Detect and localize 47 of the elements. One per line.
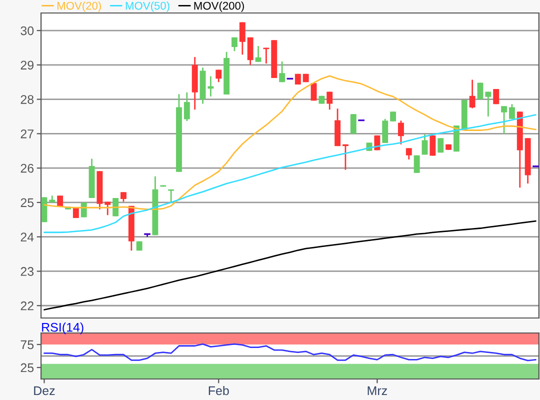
candlestick bbox=[501, 105, 508, 134]
candlestick bbox=[232, 36, 238, 52]
candlestick bbox=[398, 120, 404, 146]
candlestick bbox=[508, 103, 515, 120]
candlestick bbox=[255, 45, 262, 63]
candlestick bbox=[239, 22, 246, 56]
candlestick bbox=[438, 137, 444, 154]
candlestick bbox=[422, 134, 428, 156]
candlestick bbox=[350, 113, 356, 134]
x-tick-label: Feb bbox=[208, 386, 229, 396]
candlestick bbox=[485, 91, 492, 118]
chart-title: RSI(14) bbox=[42, 322, 84, 334]
y-tick-label: 27 bbox=[20, 129, 34, 138]
candlestick bbox=[326, 91, 333, 110]
y-tick-label: 28 bbox=[20, 95, 34, 104]
candlestick bbox=[247, 36, 254, 66]
y-tick-label: 25 bbox=[20, 363, 34, 372]
legend-label: MOV(50) bbox=[126, 2, 170, 12]
candlestick bbox=[216, 69, 222, 83]
y-tick-label: 30 bbox=[20, 26, 34, 36]
candlestick bbox=[382, 118, 388, 144]
x-tick-label: Mrz bbox=[368, 386, 387, 396]
y-tick-label: 29 bbox=[20, 60, 34, 70]
candlestick bbox=[168, 188, 174, 204]
candlestick bbox=[104, 201, 111, 216]
legend-label: MOV(200) bbox=[194, 2, 244, 12]
candlestick bbox=[184, 92, 190, 122]
x-tick-label: Dez bbox=[34, 386, 55, 396]
line-series bbox=[44, 220, 536, 310]
text: MOV(20) bbox=[58, 2, 101, 12]
candlestick bbox=[208, 76, 214, 98]
candlestick bbox=[477, 82, 484, 100]
line-series bbox=[44, 75, 536, 210]
candlestick bbox=[279, 60, 286, 83]
candlestick bbox=[263, 47, 270, 64]
y-tick-label: 24 bbox=[20, 232, 34, 242]
y-tick-label: 26 bbox=[20, 164, 34, 173]
y-tick-label: 25 bbox=[20, 198, 34, 208]
y-tick-label: 75 bbox=[20, 340, 34, 350]
candlestick bbox=[469, 79, 476, 109]
y-tick-label: 23 bbox=[20, 267, 34, 276]
line-series bbox=[44, 343, 536, 362]
candlestick bbox=[390, 110, 396, 122]
candlestick bbox=[414, 154, 420, 174]
candlestick bbox=[120, 191, 126, 202]
candlestick bbox=[406, 147, 412, 160]
y-tick-label: 22 bbox=[20, 301, 34, 310]
